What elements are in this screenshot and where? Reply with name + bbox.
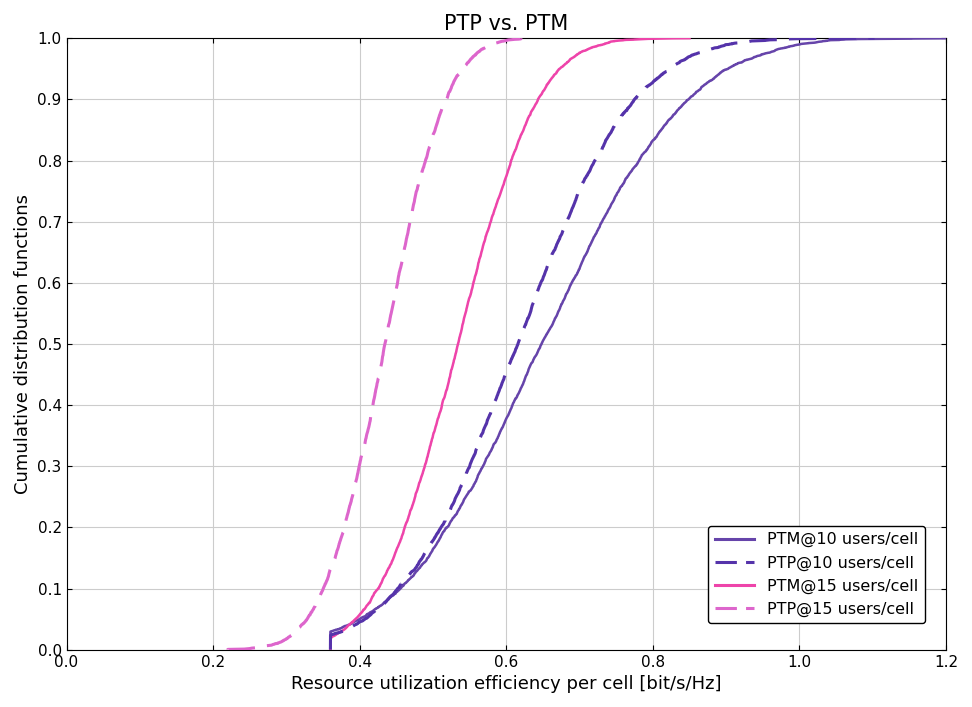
PTP@10 users/cell (325, 645, 336, 654)
Y-axis label: Cumulative distribution functions: Cumulative distribution functions (14, 194, 32, 494)
PTM@15 users/cell (325, 645, 336, 654)
Legend: PTM@10 users/cell, PTP@10 users/cell, PTM@15 users/cell, PTP@15 users/cell: PTM@10 users/cell, PTP@10 users/cell, PT… (709, 526, 925, 624)
Title: PTP vs. PTM: PTP vs. PTM (444, 14, 569, 34)
Line: PTP@15 users/cell: PTP@15 users/cell (227, 38, 521, 650)
PTP@15 users/cell (515, 34, 527, 42)
PTP@15 users/cell (345, 497, 357, 506)
PTM@10 users/cell (803, 39, 815, 47)
PTP@10 users/cell (445, 503, 457, 512)
PTP@10 users/cell (729, 39, 741, 47)
PTM@15 users/cell (683, 34, 695, 42)
X-axis label: Resource utilization efficiency per cell [bit/s/Hz]: Resource utilization efficiency per cell… (291, 675, 721, 693)
PTM@15 users/cell (406, 503, 418, 512)
PTM@10 users/cell (456, 500, 468, 508)
PTP@10 users/cell (869, 34, 881, 42)
PTP@10 users/cell (482, 415, 494, 423)
PTM@15 users/cell (601, 39, 612, 47)
PTP@10 users/cell (500, 371, 511, 380)
PTP@15 users/cell (373, 371, 385, 380)
PTM@10 users/cell (501, 415, 512, 423)
PTM@10 users/cell (520, 371, 532, 380)
PTM@10 users/cell (454, 503, 466, 512)
PTM@15 users/cell (408, 497, 420, 506)
PTM@15 users/cell (432, 415, 443, 423)
PTP@10 users/cell (448, 497, 460, 506)
PTP@10 users/cell (447, 500, 459, 508)
PTM@15 users/cell (444, 371, 456, 380)
PTP@15 users/cell (490, 39, 502, 47)
PTP@15 users/cell (364, 415, 376, 423)
PTP@15 users/cell (222, 645, 233, 654)
Line: PTM@15 users/cell: PTM@15 users/cell (330, 38, 689, 650)
PTM@10 users/cell (325, 645, 336, 654)
Line: PTM@10 users/cell: PTM@10 users/cell (330, 38, 972, 650)
PTM@10 users/cell (458, 497, 469, 506)
PTM@15 users/cell (407, 500, 419, 508)
Line: PTP@10 users/cell: PTP@10 users/cell (330, 38, 875, 650)
PTP@15 users/cell (344, 500, 356, 508)
PTP@15 users/cell (343, 503, 355, 512)
